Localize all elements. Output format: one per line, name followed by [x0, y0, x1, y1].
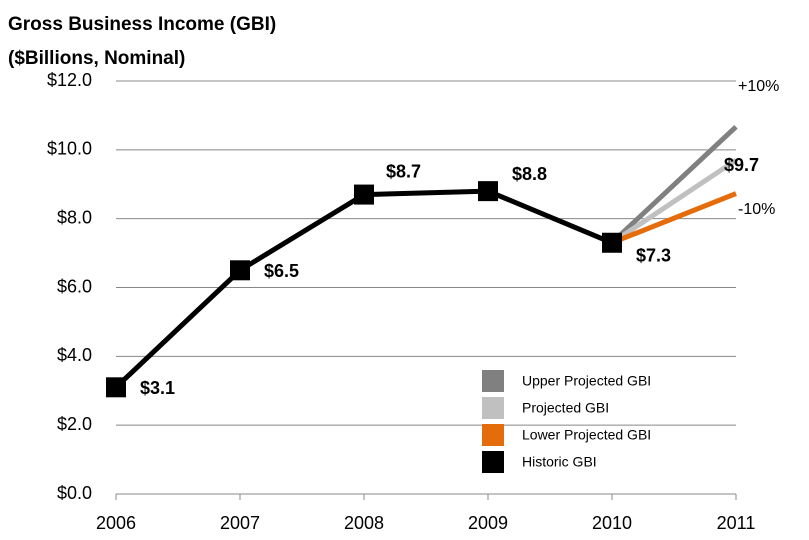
- y-tick-label: $10.0: [47, 139, 92, 159]
- legend-swatch: [482, 370, 504, 392]
- legend-swatch: [482, 424, 504, 446]
- y-tick-label: $6.0: [57, 276, 92, 296]
- chart-title: Gross Business Income (GBI): [8, 14, 276, 35]
- y-tick-label: $0.0: [57, 483, 92, 503]
- x-tick-label: 2007: [220, 513, 260, 533]
- data-label: $6.5: [264, 261, 299, 281]
- legend-label: Projected GBI: [522, 400, 609, 416]
- x-tick-label: 2010: [592, 513, 632, 533]
- data-label: $8.7: [386, 161, 421, 181]
- legend-label: Historic GBI: [522, 454, 597, 470]
- marker: [602, 232, 622, 253]
- legend-label: Lower Projected GBI: [522, 427, 651, 443]
- marker: [478, 181, 498, 202]
- series-line: [610, 124, 738, 245]
- data-label: $9.7: [724, 155, 759, 175]
- y-tick-label: $2.0: [57, 414, 92, 434]
- y-tick-label: $12.0: [47, 70, 92, 90]
- annotation: -10%: [738, 201, 775, 218]
- legend-label: Upper Projected GBI: [522, 373, 651, 389]
- legend-swatch: [482, 451, 504, 473]
- marker: [106, 377, 126, 398]
- y-tick-label: $8.0: [57, 207, 92, 227]
- series-line: [610, 158, 738, 245]
- x-tick-label: 2009: [468, 513, 508, 533]
- x-tick-label: 2008: [344, 513, 384, 533]
- y-tick-label: $4.0: [57, 345, 92, 365]
- series-line: [611, 191, 737, 246]
- marker: [230, 260, 250, 281]
- data-label: $3.1: [140, 378, 175, 398]
- x-tick-label: 2006: [96, 513, 136, 533]
- series-line: [114, 188, 613, 390]
- legend-swatch: [482, 397, 504, 419]
- annotation: +10%: [738, 78, 779, 95]
- data-label: $7.3: [636, 246, 671, 266]
- chart-subtitle: ($Billions, Nominal): [8, 48, 185, 69]
- data-label: $8.8: [512, 164, 547, 184]
- marker: [354, 184, 374, 205]
- x-tick-label: 2011: [717, 513, 756, 533]
